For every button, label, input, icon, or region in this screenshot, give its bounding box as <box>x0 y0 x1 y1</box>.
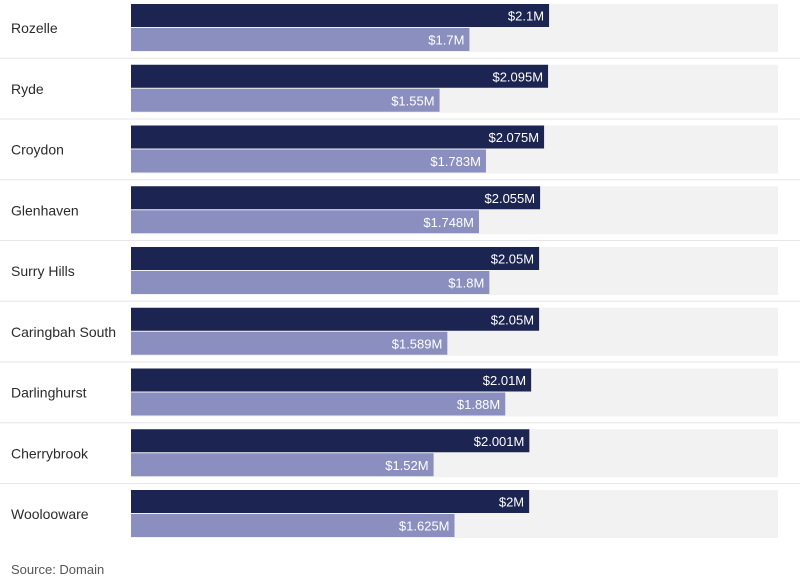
data-label: $2.05M <box>491 312 534 327</box>
data-label: $1.625M <box>399 519 450 534</box>
category-label: Caringbah South <box>11 324 116 340</box>
bar <box>131 392 506 416</box>
bar <box>131 247 540 270</box>
bar <box>131 514 455 537</box>
bar <box>131 125 545 149</box>
category-label: Darlinghurst <box>11 385 87 401</box>
bar <box>131 490 530 513</box>
data-label: $2.095M <box>492 69 543 84</box>
category-label: Surry Hills <box>11 263 75 279</box>
bar <box>131 28 470 51</box>
data-label: $2.01M <box>483 373 526 388</box>
category-group: Darlinghurst $2.01M $1.88M <box>0 368 800 424</box>
data-label: $1.52M <box>385 458 428 473</box>
category-label: Ryde <box>11 81 44 97</box>
category-group: Cherrybrook $2.001M $1.52M <box>0 429 800 484</box>
bar <box>131 331 448 355</box>
bar <box>131 368 532 392</box>
data-label: $1.748M <box>423 215 474 230</box>
data-label: $2M <box>499 495 524 510</box>
bar <box>131 149 486 173</box>
bar <box>131 429 530 453</box>
data-label: $1.7M <box>428 33 464 48</box>
bar <box>131 88 440 112</box>
category-label: Croydon <box>11 142 64 158</box>
data-label: $2.1M <box>508 9 544 24</box>
data-label: $1.589M <box>392 336 443 351</box>
bar <box>131 210 479 234</box>
data-label: $1.88M <box>457 397 500 412</box>
category-group: Woolooware $2M $1.625M <box>11 490 778 538</box>
bar <box>131 453 434 477</box>
source-note: Source: Domain <box>11 562 105 577</box>
bar <box>131 64 549 88</box>
data-label: $1.783M <box>430 154 481 169</box>
bar <box>131 307 540 331</box>
data-label: $2.001M <box>474 434 525 449</box>
bar <box>131 186 541 210</box>
category-group: Surry Hills $2.05M $1.8M <box>0 247 800 302</box>
data-label: $1.55M <box>391 93 434 108</box>
bar <box>131 271 490 294</box>
data-label: $2.075M <box>488 130 539 145</box>
category-group: Glenhaven $2.055M $1.748M <box>0 186 800 241</box>
category-label: Glenhaven <box>11 202 79 218</box>
category-label: Cherrybrook <box>11 445 89 461</box>
data-label: $2.05M <box>491 252 534 267</box>
category-group: Croydon $2.075M $1.783M <box>0 125 800 181</box>
category-group: Rozelle $2.1M $1.7M <box>0 4 800 59</box>
bar <box>131 4 550 27</box>
category-label: Rozelle <box>11 20 58 36</box>
data-label: $2.055M <box>485 191 536 206</box>
category-label: Woolooware <box>11 506 89 522</box>
category-group: Caringbah South $2.05M $1.589M <box>0 307 800 363</box>
data-label: $1.8M <box>448 276 484 291</box>
category-group: Ryde $2.095M $1.55M <box>0 64 800 120</box>
